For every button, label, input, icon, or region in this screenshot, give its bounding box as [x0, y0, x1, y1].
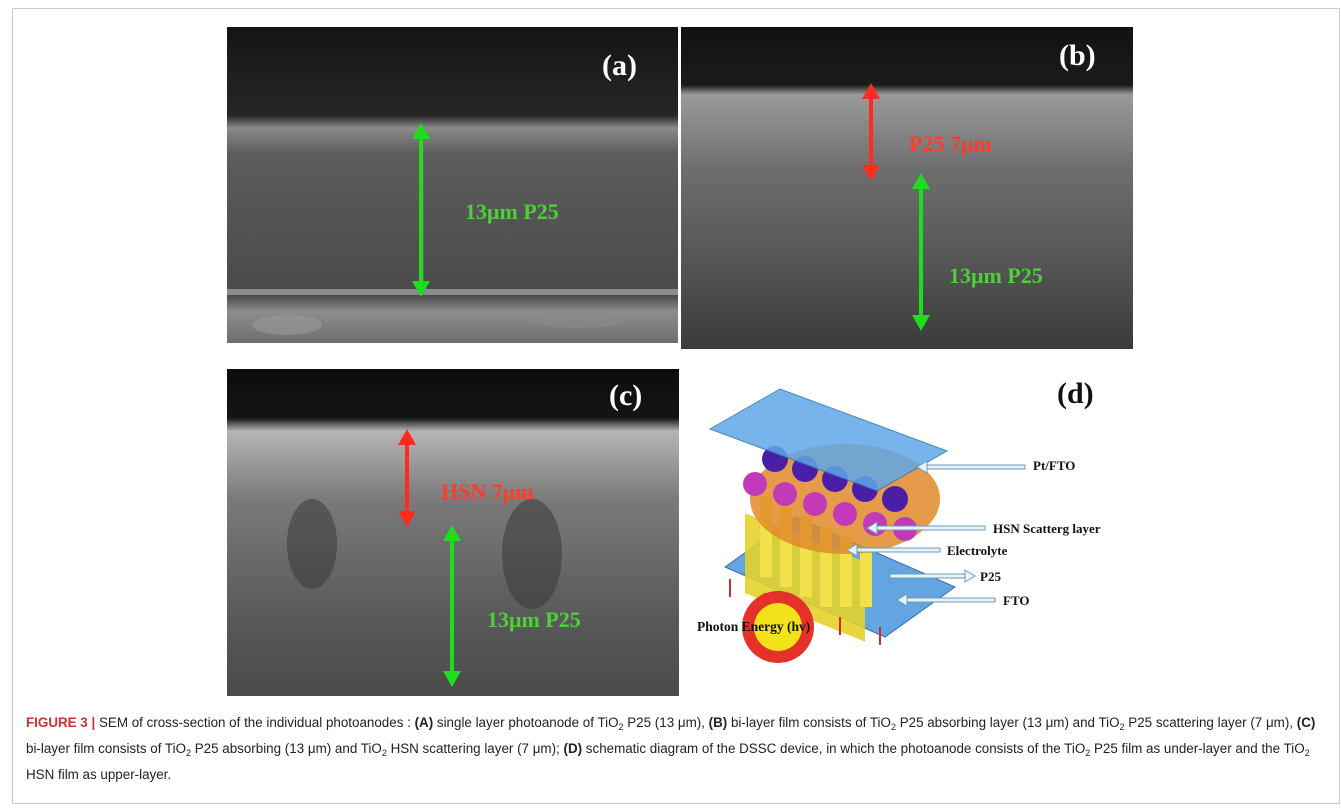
caption-a-text2: P25 (13 μm), [623, 715, 709, 730]
panel-label-d: (d) [1057, 377, 1094, 410]
caption-tag-c: (C) [1296, 715, 1316, 730]
caption-tag-a: (A) [414, 715, 434, 730]
panel-label-a: (a) [602, 49, 637, 82]
caption-tag-d: (D) [563, 741, 583, 756]
label-photon-energy: Photon Energy (hv) [697, 619, 811, 634]
subscript: 2 [1304, 748, 1310, 758]
subscript: 2 [1085, 748, 1091, 758]
panel-label-c: (c) [609, 379, 643, 412]
sem-panel-b: (b) P25 7μm 13μm P25 [681, 27, 1133, 349]
label-pt-fto: Pt/FTO [1033, 458, 1076, 473]
caption-d-text1: schematic diagram of the DSSC device, in… [582, 741, 1086, 756]
figure-number: FIGURE 3 | [26, 715, 96, 730]
caption-c-text2: P25 absorbing (13 μm) and TiO [191, 741, 382, 756]
sem-image-c [227, 369, 679, 696]
sem-image-b [681, 27, 1133, 349]
annotation-b-absorb: 13μm P25 [949, 263, 1043, 288]
subscript: 2 [890, 722, 896, 732]
sem-panel-a: (a) 13μm P25 [227, 27, 678, 343]
schematic-panel-d: (d) Pt/FTO HSN Scatterg layer Electrolyt… [685, 369, 1141, 699]
caption-b-text3: P25 scattering layer (7 μm), [1124, 715, 1297, 730]
subscript: 2 [185, 748, 191, 758]
pt-fto-plate [708, 388, 949, 492]
annotation-b-scatter: P25 7μm [909, 131, 992, 156]
caption-intro: SEM of cross-section of the individual p… [95, 715, 415, 730]
subscript: 2 [1119, 722, 1125, 732]
label-electrolyte: Electrolyte [947, 543, 1008, 558]
dssc-schematic [708, 388, 1026, 663]
subscript: 2 [618, 722, 624, 732]
annotation-c-absorb: 13μm P25 [487, 607, 581, 632]
caption-c-text3: HSN scattering layer (7 μm); [386, 741, 564, 756]
caption-b-text2: P25 absorbing layer (13 μm) and TiO [895, 715, 1120, 730]
caption-b-text1: bi-layer film consists of TiO [727, 715, 891, 730]
sem-panel-c: (c) HSN 7μm 13μm P25 [227, 369, 679, 696]
annotation-a-thickness: 13μm P25 [465, 199, 559, 224]
caption-tag-b: (B) [708, 715, 728, 730]
label-fto: FTO [1003, 593, 1030, 608]
label-p25: P25 [980, 569, 1001, 584]
sem-image-a [227, 27, 678, 343]
caption-d-text2: P25 film as under-layer and the TiO [1090, 741, 1305, 756]
annotation-c-scatter: HSN 7μm [441, 479, 534, 504]
label-hsn-scattering: HSN Scatterg layer [993, 521, 1101, 536]
subscript: 2 [381, 748, 387, 758]
figure-caption: FIGURE 3 | SEM of cross-section of the i… [26, 712, 1326, 786]
panel-label-b: (b) [1059, 39, 1096, 72]
caption-c-text1: bi-layer film consists of TiO [26, 741, 186, 756]
caption-a-text1: single layer photoanode of TiO [433, 715, 619, 730]
caption-d-text3: HSN film as upper-layer. [26, 767, 172, 782]
